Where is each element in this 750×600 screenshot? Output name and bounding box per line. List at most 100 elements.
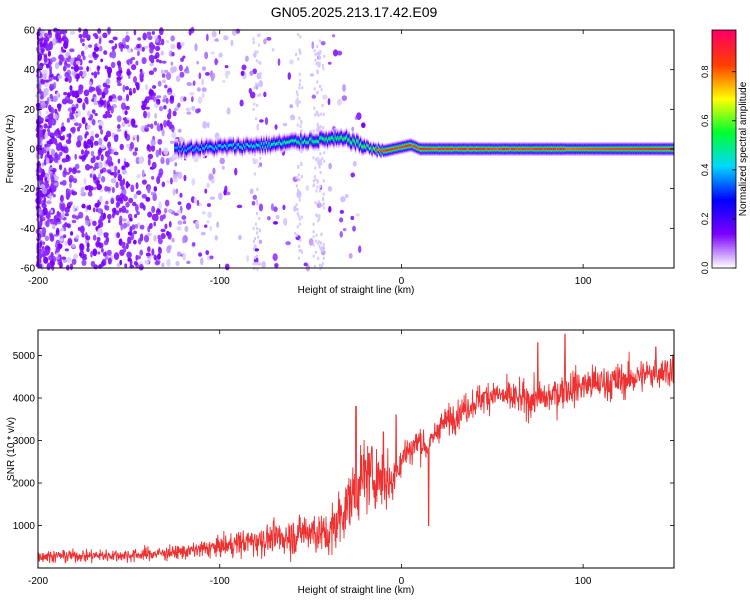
heatmap-cell	[310, 138, 312, 140]
figure-title: GN05.2025.213.17.42.E09	[271, 4, 438, 20]
heatmap-cell	[516, 148, 518, 150]
heatmap-cell	[47, 50, 51, 57]
heatmap-cell	[320, 264, 323, 268]
y-tick-label: 20	[24, 105, 36, 116]
heatmap-cell	[45, 220, 50, 228]
heatmap-cell	[557, 148, 559, 150]
heatmap-cell	[308, 238, 314, 246]
heatmap-cell	[75, 234, 80, 240]
heatmap-cell	[511, 148, 513, 150]
heatmap-cell	[218, 52, 223, 58]
heatmap-cell	[319, 184, 322, 188]
heatmap-cell	[49, 83, 55, 91]
heatmap-cell	[64, 71, 70, 78]
heatmap-cell	[339, 209, 345, 214]
heatmap-cell	[154, 260, 160, 266]
heatmap-cell	[135, 204, 139, 212]
heatmap-cell	[49, 233, 53, 239]
heatmap-cell	[102, 113, 108, 119]
heatmap-cell	[339, 217, 344, 223]
heatmap-cell	[172, 110, 177, 117]
heatmap-cell	[44, 87, 49, 96]
heatmap-cell	[196, 87, 201, 92]
heatmap-cell	[297, 178, 300, 182]
heatmap-cell	[405, 145, 408, 147]
heatmap-cell	[254, 146, 256, 148]
heatmap-cell	[53, 220, 58, 226]
heatmap-cell	[296, 233, 299, 237]
heatmap-cell	[315, 157, 318, 161]
heatmap-cell	[390, 148, 392, 151]
heatmap-cell	[297, 173, 300, 177]
heatmap-cell	[99, 169, 104, 174]
heatmap-cell	[457, 148, 460, 150]
heatmap-cell	[161, 60, 167, 64]
heatmap-cell	[252, 37, 255, 41]
heatmap-cell	[193, 149, 195, 152]
heatmap-cell	[256, 227, 259, 231]
heatmap-cell	[116, 128, 122, 133]
heatmap-cell	[85, 164, 91, 171]
heatmap-cell	[314, 140, 316, 143]
heatmap-cell	[150, 191, 154, 196]
heatmap-cell	[41, 72, 47, 80]
heatmap-cell	[77, 66, 84, 71]
heatmap-cell	[297, 256, 300, 260]
heatmap-cell	[36, 249, 41, 255]
heatmap-cell	[38, 149, 44, 156]
heatmap-cell	[274, 263, 279, 268]
heatmap-cell	[461, 148, 464, 150]
heatmap-cell	[571, 148, 573, 150]
heatmap-cell	[198, 149, 200, 151]
heatmap-cell	[194, 147, 196, 150]
colorbar-step	[712, 234, 736, 237]
heatmap-cell	[216, 221, 219, 228]
heatmap-cell	[73, 64, 80, 72]
heatmap-cell	[133, 29, 137, 36]
heatmap-cell	[192, 149, 194, 151]
heatmap-cell	[67, 238, 73, 246]
heatmap-cell	[136, 211, 140, 216]
heatmap-cell	[40, 47, 45, 53]
heatmap-cell	[322, 243, 325, 247]
heatmap-cell	[51, 56, 57, 62]
heatmap-cell	[161, 38, 165, 46]
heatmap-cell	[201, 211, 206, 215]
heatmap-cell	[98, 37, 102, 45]
heatmap-cell	[91, 109, 96, 114]
heatmap-cell	[367, 145, 369, 148]
heatmap-cell	[54, 113, 58, 120]
heatmap-cell	[155, 52, 160, 59]
heatmap-cell	[318, 85, 321, 89]
heatmap-cell	[161, 262, 165, 268]
heatmap-cell	[105, 110, 111, 115]
heatmap-cell	[384, 149, 386, 152]
spectrogram-heatmap	[35, 26, 675, 272]
heatmap-cell	[151, 31, 155, 35]
heatmap-cell	[64, 240, 68, 247]
heatmap-cell	[103, 136, 109, 142]
heatmap-cell	[71, 214, 76, 219]
heatmap-cell	[175, 188, 179, 194]
heatmap-cell	[136, 191, 142, 195]
heatmap-cell	[127, 236, 132, 245]
heatmap-cell	[256, 254, 259, 258]
heatmap-cell	[591, 148, 593, 150]
heatmap-cell	[214, 235, 218, 241]
heatmap-cell	[252, 107, 255, 111]
heatmap-cell	[46, 177, 51, 182]
heatmap-cell	[252, 194, 257, 200]
heatmap-cell	[298, 72, 301, 76]
heatmap-cell	[304, 139, 306, 142]
heatmap-cell	[545, 148, 548, 150]
heatmap-cell	[66, 117, 70, 123]
heatmap-cell	[68, 167, 73, 173]
heatmap-cell	[316, 128, 319, 132]
heatmap-cell	[170, 43, 176, 50]
heatmap-cell	[43, 123, 48, 129]
heatmap-cell	[274, 143, 277, 146]
heatmap-cell	[177, 201, 182, 205]
heatmap-cell	[241, 64, 247, 71]
heatmap-cell	[204, 51, 209, 60]
heatmap-cell	[153, 254, 157, 261]
